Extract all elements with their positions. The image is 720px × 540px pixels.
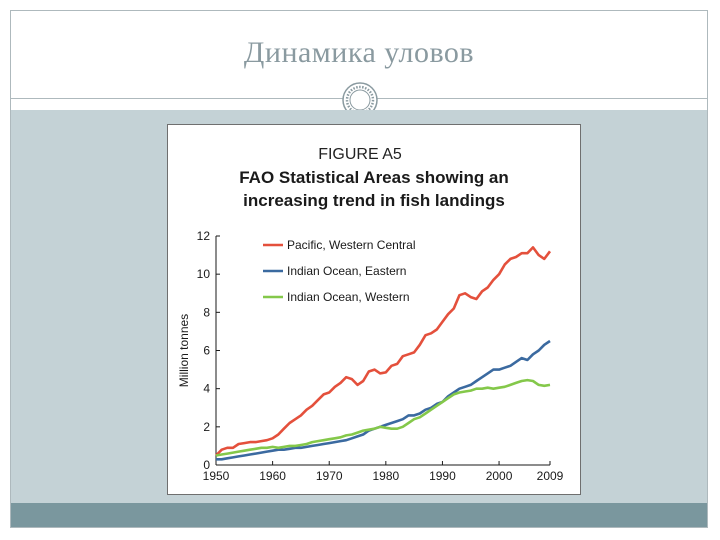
figure-label: FIGURE A5 (318, 146, 402, 163)
y-tick-label: 12 (197, 229, 211, 243)
x-tick-label: 1950 (203, 469, 230, 483)
legend-label-3: Indian Ocean, Western (287, 290, 410, 304)
y-tick-label: 4 (203, 382, 210, 396)
y-tick-label: 2 (203, 420, 210, 434)
x-tick-label: 1990 (429, 469, 456, 483)
x-tick-label: 1980 (372, 469, 399, 483)
x-tick-label: 2009 (537, 469, 564, 483)
figure-panel (167, 124, 581, 495)
line-chart: 0 2 4 6 8 10 12 1950 1960 1970 1980 1990 2000 2009 Mil… (177, 229, 564, 483)
y-tick-label: 6 (203, 344, 210, 358)
y-tick-label: 0 (203, 458, 210, 472)
x-tick-label: 1960 (259, 469, 286, 483)
y-tick-label: 8 (203, 305, 210, 319)
series-line-3 (215, 378, 551, 457)
legend-label-2: Indian Ocean, Eastern (287, 264, 406, 278)
y-axis-label: Million tonnes (177, 314, 191, 387)
slide-frame (10, 10, 708, 528)
chart-title-line-2: increasing trend in fish landings (243, 191, 505, 210)
footer-band (11, 503, 707, 527)
x-tick-label: 1970 (316, 469, 343, 483)
series-line-2 (216, 339, 551, 461)
ornament-circle-icon (342, 82, 378, 118)
chart-title-line-1: FAO Statistical Areas showing an (239, 168, 509, 187)
series-line-1 (215, 246, 552, 457)
y-tick-label: 10 (197, 267, 211, 281)
legend-label-1: Pacific, Western Central (287, 238, 416, 252)
slide-title: Динамика уловов (243, 36, 475, 69)
x-tick-label: 2000 (486, 469, 513, 483)
